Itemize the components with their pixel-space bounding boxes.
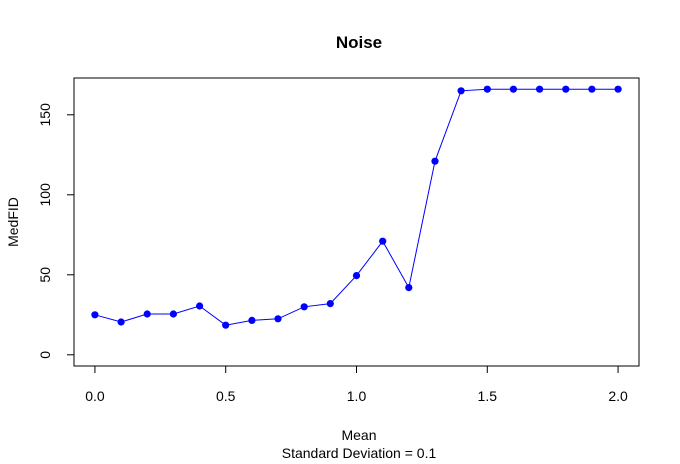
x-tick-label: 0.5	[216, 388, 236, 404]
x-tick-label: 1.5	[478, 388, 498, 404]
data-point	[588, 85, 596, 93]
y-tick-label: 150	[37, 103, 53, 127]
x-tick-label: 1.0	[347, 388, 367, 404]
data-point	[143, 310, 151, 318]
data-point	[91, 311, 99, 319]
chart-title: Noise	[336, 33, 382, 52]
plot-frame	[73, 77, 640, 367]
data-point	[562, 85, 570, 93]
data-point	[509, 85, 517, 93]
data-point	[196, 302, 204, 310]
y-tick-label: 100	[37, 183, 53, 207]
x-tick-label: 2.0	[608, 388, 628, 404]
y-tick-label: 0	[37, 351, 53, 359]
data-point	[169, 310, 177, 318]
y-axis-label: MedFID	[5, 197, 21, 247]
y-tick-label: 50	[37, 267, 53, 283]
series-line	[94, 88, 619, 326]
data-point	[457, 87, 465, 95]
series-layer	[91, 85, 622, 329]
data-point	[614, 85, 622, 93]
data-point	[222, 321, 230, 329]
y-axis: 0 50 100 150	[37, 103, 74, 359]
data-point	[248, 316, 256, 324]
data-point	[326, 300, 334, 308]
data-point	[405, 284, 413, 292]
data-point	[300, 303, 308, 311]
data-point	[483, 85, 491, 93]
data-point	[379, 237, 387, 245]
x-axis-sublabel: Standard Deviation = 0.1	[282, 445, 437, 461]
data-point	[352, 272, 361, 280]
data-point	[536, 85, 544, 93]
data-point	[431, 157, 439, 165]
data-point	[274, 315, 282, 323]
x-axis-label: Mean	[341, 427, 376, 443]
data-point	[117, 318, 125, 326]
x-tick-label: 0.0	[85, 388, 105, 404]
x-axis: 0.0 0.5 1.0 1.5 2.0	[85, 365, 628, 404]
